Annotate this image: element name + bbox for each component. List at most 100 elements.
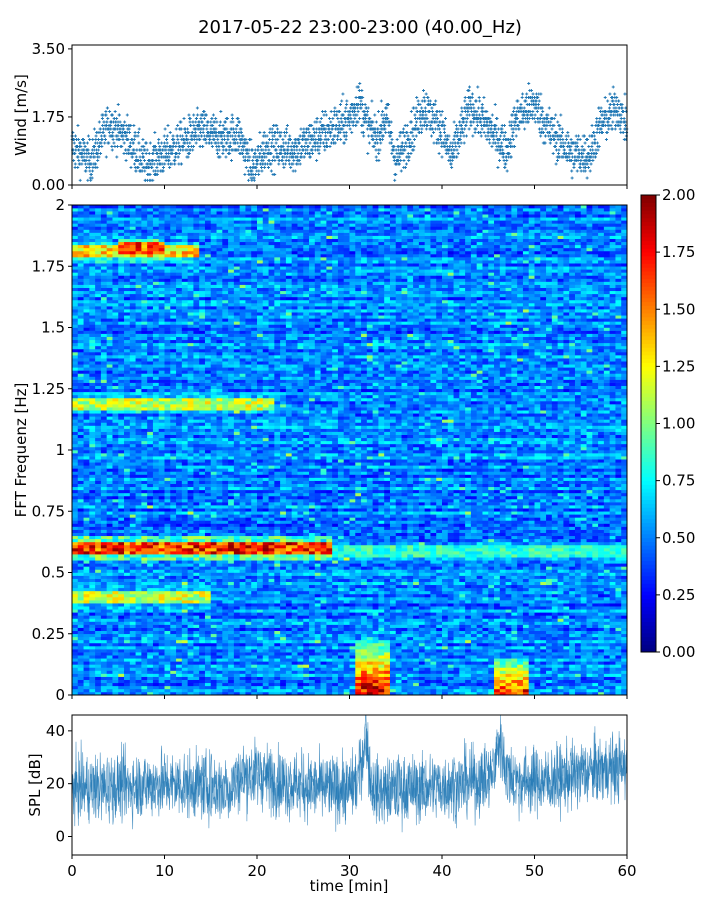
spectrogram-cell: [72, 446, 79, 451]
spectrogram-cell: [72, 281, 79, 285]
spectrogram-cell: [118, 361, 125, 365]
spectrogram-cell: [77, 284, 84, 288]
wind-point: [387, 124, 391, 127]
spectrogram-cell: [118, 299, 125, 304]
spectrogram-cell: [112, 208, 119, 212]
spectrogram-cell: [135, 658, 142, 662]
spectrogram-cell: [89, 416, 96, 420]
wind-point: [86, 134, 90, 138]
spectrogram-cell: [100, 358, 108, 362]
wind-point: [544, 127, 548, 131]
spectrogram-cell: [124, 324, 131, 328]
spectrogram-cell: [83, 391, 90, 396]
spectrogram-cell: [141, 673, 148, 677]
wind-point: [91, 138, 95, 141]
wind-point: [322, 141, 326, 145]
spectrogram-cell: [83, 208, 90, 212]
wind-point: [575, 141, 579, 145]
spectrogram-cell: [72, 627, 79, 631]
spectrogram-cell: [147, 254, 154, 258]
wind-point: [480, 113, 484, 117]
spectrogram-cell: [89, 407, 96, 411]
spectrogram-cell: [112, 407, 119, 411]
spectrogram-cell: [124, 419, 131, 423]
wind-point: [107, 131, 111, 134]
spectrogram-cell: [106, 606, 113, 610]
spectrogram-cell: [112, 348, 119, 353]
wind-point: [424, 127, 428, 131]
spectrogram-cell: [77, 263, 84, 267]
wind-point: [168, 131, 172, 134]
wind-point: [201, 131, 205, 134]
wind-point: [118, 120, 122, 124]
spectrogram-cell: [100, 483, 108, 488]
spectrogram-cell: [135, 287, 142, 292]
spectrogram-cell: [141, 272, 148, 276]
wind-tick-label: 0.00: [32, 176, 65, 194]
spectrogram-cell: [118, 453, 125, 457]
spectrogram-cell: [118, 247, 125, 252]
spectrogram-cell: [77, 238, 84, 243]
spectrogram-cell: [124, 477, 131, 481]
spectrogram-cell: [95, 379, 102, 383]
spectrogram-cell: [106, 523, 113, 527]
spectrogram-cell: [129, 211, 136, 215]
wind-point: [603, 96, 607, 99]
wind-point: [354, 124, 358, 127]
wind-point: [285, 155, 289, 159]
spectrogram-cell: [72, 609, 79, 613]
spectrogram-cell: [141, 661, 148, 665]
spectrogram-cell: [129, 646, 136, 650]
spectrogram-cell: [112, 410, 119, 414]
wind-point: [472, 120, 476, 124]
spectrogram-cell: [129, 615, 136, 619]
spectrogram-cell: [152, 661, 160, 665]
spectrogram-cell: [135, 532, 142, 537]
spectrogram-cell: [72, 462, 79, 466]
spectrogram-cell: [100, 217, 108, 221]
spectrogram-cell: [89, 410, 96, 414]
spectrogram-cell: [135, 437, 142, 442]
spectrogram-cell: [106, 293, 113, 298]
spectrogram-cell: [100, 232, 108, 236]
wind-point: [318, 131, 322, 134]
wind-point: [158, 145, 162, 148]
wind-point: [180, 162, 184, 166]
spectrogram-cell: [106, 217, 113, 221]
spectrogram-cell: [129, 226, 136, 230]
spectrogram-cell: [124, 652, 131, 656]
wind-point: [195, 106, 199, 110]
spectrogram-cell: [141, 309, 148, 313]
spectrogram-cell: [118, 446, 125, 451]
spectrogram-cell: [77, 511, 84, 515]
spectrogram-cell: [89, 303, 96, 307]
spectrogram-cell: [106, 324, 113, 328]
spectrogram-cell: [77, 612, 84, 616]
spectrogram-cell: [112, 223, 119, 227]
spectrogram-cell: [72, 352, 79, 356]
spectrogram-cell: [135, 523, 142, 527]
spectrogram-cell: [129, 443, 136, 448]
spectrogram-cell: [135, 621, 142, 625]
spectrogram-cell: [89, 296, 96, 301]
spectrogram-cell: [95, 609, 102, 613]
spectrogram-cell: [147, 630, 154, 635]
wind-point: [233, 134, 237, 138]
spectrogram-cell: [124, 241, 131, 246]
spectrogram-cell: [95, 244, 102, 249]
spectrogram-cell: [106, 391, 113, 396]
spectrogram-cell: [106, 434, 113, 439]
spectrogram-cell: [83, 309, 90, 313]
spectrogram-cell: [124, 379, 131, 383]
spectrogram-cell: [135, 627, 142, 631]
spectrogram-cell: [118, 263, 125, 267]
spectrogram-cell: [118, 352, 125, 356]
spectrogram-cell: [100, 339, 108, 344]
spectrogram-cell: [77, 471, 84, 475]
wind-point: [107, 141, 111, 145]
spectrogram-cells: [72, 205, 628, 696]
spectrogram-cell: [72, 330, 79, 334]
spectrogram-cell: [95, 361, 102, 365]
wind-point: [170, 162, 174, 166]
